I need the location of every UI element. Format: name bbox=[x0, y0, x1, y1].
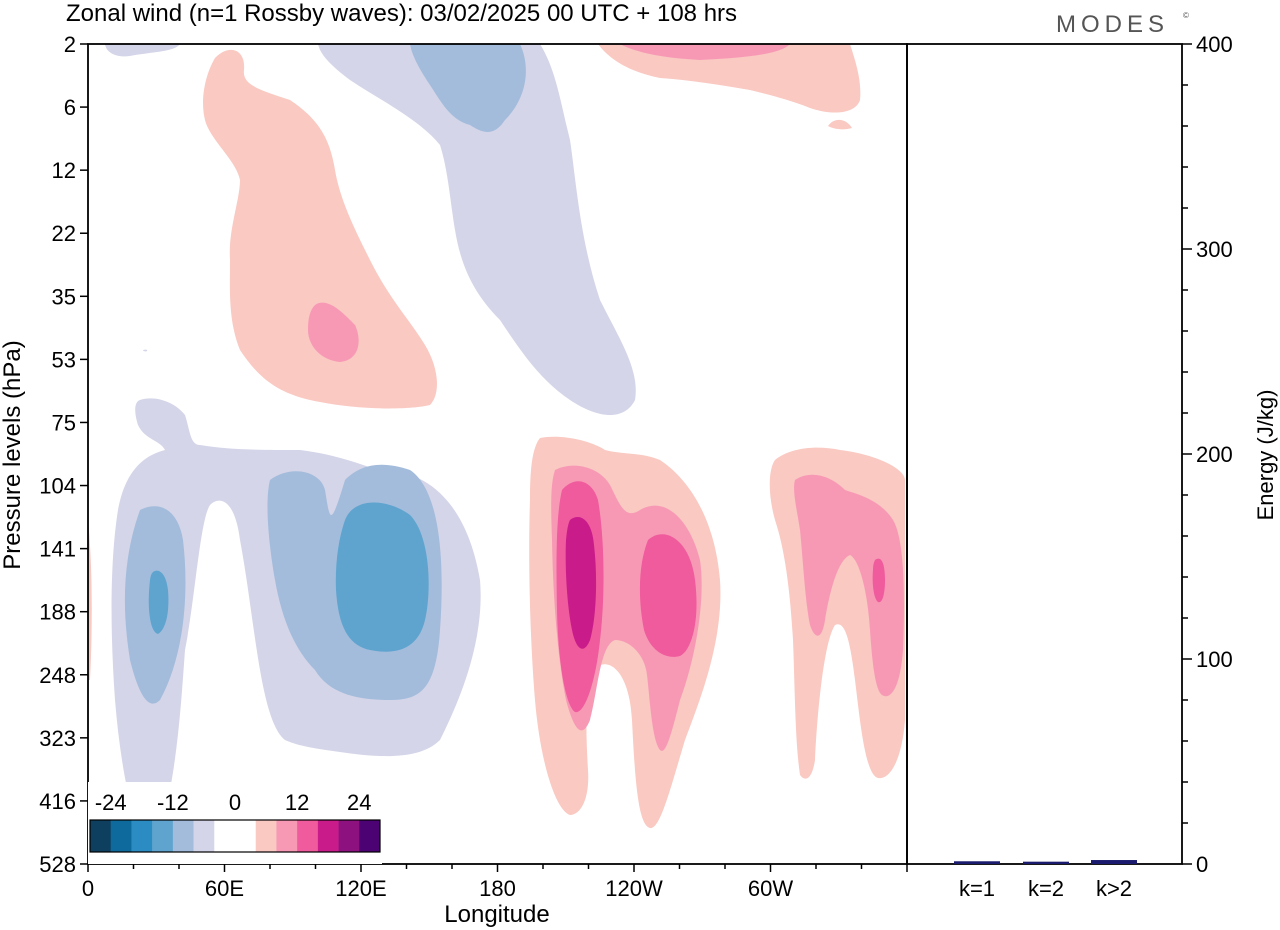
contour-neg-dot bbox=[143, 349, 148, 352]
contour-neg-10-upper bbox=[410, 44, 526, 132]
contour-pos-5-top-right bbox=[598, 44, 861, 113]
colorbar-cell bbox=[214, 820, 236, 852]
energy-tick-label: 300 bbox=[1196, 237, 1233, 262]
colorbar-tick-label: -24 bbox=[95, 790, 127, 815]
energy-tick-label: 100 bbox=[1196, 647, 1233, 672]
y-tick-label: 528 bbox=[39, 852, 76, 877]
contour-pos-20-lower bbox=[565, 517, 597, 649]
x-tick-label: 60E bbox=[205, 876, 244, 901]
energy-axis: 0 100 200 300 400 bbox=[1182, 32, 1233, 877]
energy-panel-frame bbox=[906, 43, 1183, 865]
colorbar-cell bbox=[359, 820, 381, 852]
colorbar-cell bbox=[297, 820, 319, 852]
y-tick-label: 188 bbox=[39, 600, 76, 625]
y-tick-label: 2 bbox=[64, 32, 76, 57]
contour-pos-5-left-edge bbox=[88, 520, 92, 680]
colorbar-cell bbox=[193, 820, 215, 852]
energy-tick-label: 400 bbox=[1196, 32, 1233, 57]
colorbar-cell bbox=[255, 820, 277, 852]
y-tick-label: 22 bbox=[52, 221, 76, 246]
y-axis-label: Pressure levels (hPa) bbox=[0, 340, 26, 569]
energy-category-label: k=1 bbox=[959, 876, 995, 901]
energy-bars: k=1 k=2 k>2 bbox=[954, 860, 1137, 901]
contour-pos-10-right bbox=[794, 474, 904, 697]
modes-logo: MODES bbox=[1056, 11, 1169, 38]
y-tick-label: 6 bbox=[64, 95, 76, 120]
colorbar-cell bbox=[235, 820, 257, 852]
y-tick-label: 104 bbox=[39, 474, 76, 499]
pressure-axis: 2 6 12 22 35 53 75 104 141 188 248 323 416 528 bbox=[39, 32, 88, 877]
y-tick-label: 141 bbox=[39, 537, 76, 562]
y-tick-label: 53 bbox=[52, 347, 76, 372]
colorbar-cell bbox=[317, 820, 339, 852]
colorbar-tick-label: 0 bbox=[229, 790, 241, 815]
energy-tick-label: 200 bbox=[1196, 442, 1233, 467]
x-tick-label: 120E bbox=[335, 876, 386, 901]
x-tick-label: 120W bbox=[605, 876, 663, 901]
energy-bar bbox=[1091, 860, 1137, 864]
y-tick-label: 416 bbox=[39, 789, 76, 814]
contour-pos-10-top-right bbox=[620, 44, 790, 60]
colorbar-cell bbox=[338, 820, 360, 852]
x-tick-label: 60W bbox=[748, 876, 793, 901]
x-tick-label: 0 bbox=[82, 876, 94, 901]
contour-neg-15-right bbox=[335, 502, 429, 652]
colorbar-cell bbox=[131, 820, 153, 852]
contour-pos-15-lower-b bbox=[639, 534, 697, 657]
y-tick-label: 248 bbox=[39, 663, 76, 688]
x-tick-label: 180 bbox=[479, 876, 516, 901]
contour-pos-10-upper bbox=[308, 302, 359, 362]
colorbar-frame bbox=[89, 819, 381, 853]
contour-pos-5-upper bbox=[203, 49, 437, 409]
colorbar-cell bbox=[110, 820, 132, 852]
colorbar-tick-label: -12 bbox=[157, 790, 189, 815]
contour-pos-5-dot bbox=[828, 119, 852, 130]
chart-title: Zonal wind (n=1 Rossby waves): 03/02/202… bbox=[66, 0, 737, 27]
contour-neg-5-top-left bbox=[105, 44, 180, 57]
y-tick-label: 323 bbox=[39, 726, 76, 751]
energy-category-label: k>2 bbox=[1096, 876, 1132, 901]
colorbar-cell bbox=[90, 820, 112, 852]
energy-category-label: k=2 bbox=[1028, 876, 1064, 901]
energy-bar bbox=[1023, 861, 1069, 864]
y-tick-label: 12 bbox=[52, 158, 76, 183]
colorbar-tick-label: 24 bbox=[347, 790, 371, 815]
y-tick-label: 75 bbox=[52, 410, 76, 435]
logo-copyright-mark: © bbox=[1183, 11, 1189, 20]
colorbar-cell bbox=[172, 820, 194, 852]
contour-neg-5-upper bbox=[318, 44, 636, 415]
energy-tick-label: 0 bbox=[1196, 852, 1208, 877]
colorbar-tick-label: 12 bbox=[285, 790, 309, 815]
colorbar-cell bbox=[152, 820, 174, 852]
energy-axis-label: Energy (J/kg) bbox=[1253, 390, 1278, 521]
colorbar: -24 -12 0 12 24 bbox=[88, 782, 382, 864]
longitude-axis: 0 60E 120E 180 120W 60W bbox=[82, 864, 908, 901]
contour-pos-15-right bbox=[872, 558, 885, 603]
contour-neg-15-left bbox=[148, 570, 169, 634]
y-tick-label: 35 bbox=[52, 284, 76, 309]
x-axis-label: Longitude bbox=[444, 901, 549, 928]
colorbar-cell bbox=[276, 820, 298, 852]
contour-field bbox=[88, 44, 905, 860]
energy-bar bbox=[954, 861, 1000, 864]
